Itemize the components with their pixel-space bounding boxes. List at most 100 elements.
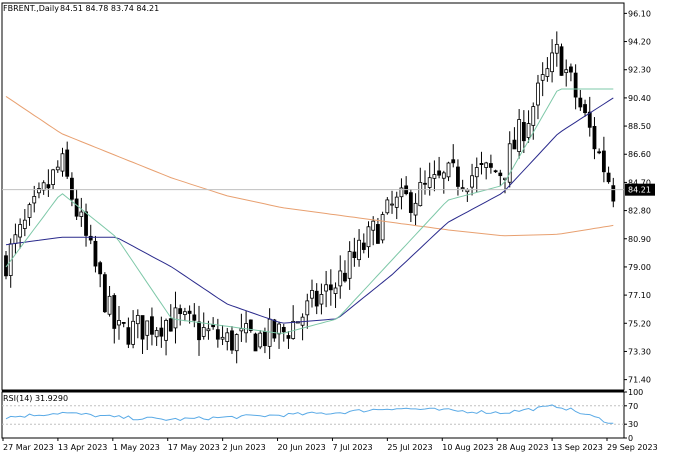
candle-body [536, 82, 540, 106]
candle-body [192, 314, 197, 321]
candle-body [173, 307, 178, 329]
candle-body [319, 294, 324, 305]
ma-fast-line [5, 88, 614, 334]
rsi-line [5, 404, 614, 424]
candle-body [131, 320, 136, 345]
candle-body [597, 151, 602, 154]
time-tick-label: 13 Apr 2023 [58, 443, 107, 452]
candle-body [22, 219, 27, 229]
candle-body [102, 274, 107, 313]
candle-body [545, 68, 550, 77]
candle-body [4, 255, 8, 277]
candle-body [93, 240, 98, 267]
candle-body [107, 295, 112, 315]
candle-body [281, 326, 286, 333]
rsi-tick-label: 100 [628, 388, 643, 397]
price-tick-label: 96.10 [628, 9, 651, 18]
candle-body [55, 166, 60, 171]
candle-body [324, 284, 329, 292]
moving-averages-layer [5, 88, 614, 334]
candle-body [18, 224, 23, 238]
candle-body [507, 143, 512, 183]
candle-body [451, 159, 456, 164]
candle-body [343, 272, 347, 282]
price-tick-label: 82.80 [628, 207, 651, 216]
candle-body [60, 153, 65, 172]
candle-body [32, 196, 37, 204]
candle-body [418, 182, 423, 207]
candle-body [41, 182, 46, 191]
candle-body [159, 327, 164, 337]
candle-body [488, 163, 493, 168]
price-tick-label: 80.90 [628, 235, 651, 244]
price-tick-label: 94.20 [628, 38, 651, 47]
candle-body [512, 139, 517, 150]
price-tick-label: 73.30 [628, 347, 651, 356]
candle-body [263, 331, 267, 347]
candle-body [27, 204, 32, 218]
candle-body [248, 319, 253, 331]
candle-body [474, 167, 479, 178]
candle-body [493, 170, 498, 173]
candle-body [135, 315, 140, 325]
candle-body [390, 203, 394, 206]
candle-body [446, 162, 451, 178]
candle-body [150, 316, 154, 335]
candle-body [140, 315, 145, 340]
rsi-tick-label: 30 [628, 420, 638, 429]
candle-body [371, 220, 376, 231]
time-tick-label: 1 May 2023 [113, 443, 160, 452]
candle-body [394, 196, 399, 208]
price-tick-label: 79.00 [628, 263, 651, 272]
candle-body [531, 106, 536, 126]
candle-body [310, 290, 314, 299]
candle-body [168, 318, 173, 332]
candle-body [258, 332, 263, 348]
candle-body [601, 150, 606, 173]
candle-body [328, 284, 333, 291]
current-price-tag [625, 183, 655, 196]
candle-body [253, 333, 258, 352]
rsi-panel: 100 70 30 0 [2, 388, 643, 443]
candle-body [197, 321, 201, 341]
candle-body [46, 184, 51, 189]
time-tick-label: 2 Jun 2023 [223, 443, 266, 452]
price-tick-label: 92.30 [628, 66, 651, 75]
candle-body [517, 119, 522, 152]
candle-body [154, 330, 159, 338]
candle-body [347, 251, 352, 279]
ma-mid-line [5, 97, 614, 324]
time-tick-label: 27 Mar 2023 [3, 443, 54, 452]
candle-body [234, 334, 239, 352]
candle-body [592, 126, 597, 150]
candle-body [13, 234, 18, 244]
price-tick-label: 77.10 [628, 291, 651, 300]
time-tick-label: 7 Jul 2023 [332, 443, 372, 452]
candle-body [573, 72, 578, 98]
candle-body [498, 172, 503, 177]
candle-body [206, 328, 211, 332]
time-tick-label: 29 Sep 2023 [607, 443, 658, 452]
rsi-plot-border [1, 391, 625, 439]
candle-body [521, 122, 526, 142]
candle-body [376, 224, 380, 244]
candle-body [526, 123, 531, 138]
candle-body [470, 175, 474, 188]
candle-body [201, 327, 206, 337]
candle-body [441, 172, 446, 179]
candle-body [432, 174, 437, 179]
candle-body [267, 318, 272, 347]
candle-body [74, 198, 79, 217]
time-tick-label: 28 Aug 2023 [497, 443, 548, 452]
candle-body [225, 332, 230, 342]
candle-body [70, 177, 74, 200]
candle-body [51, 169, 55, 185]
price-tick-label: 75.20 [628, 319, 651, 328]
candle-body [413, 202, 418, 216]
price-tick-label: 88.50 [628, 122, 651, 131]
candle-body [88, 235, 93, 241]
candle-body [98, 262, 103, 275]
candle-body [587, 111, 592, 128]
